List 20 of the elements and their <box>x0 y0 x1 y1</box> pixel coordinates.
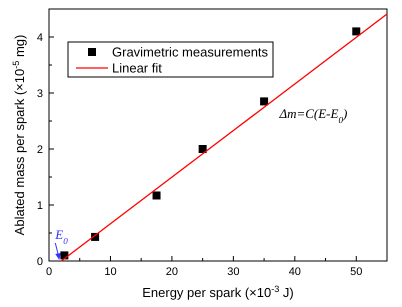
annotation: E$_{0}$ <box>54 227 68 246</box>
legend-label: Linear fit <box>112 60 162 76</box>
point <box>198 145 207 153</box>
x-tick-label: 20 <box>166 266 178 278</box>
y-tick-label: 2 <box>36 144 43 156</box>
x-tick-label: 10 <box>104 266 117 278</box>
x-tick-label: 0 <box>46 266 52 278</box>
y-tick-label: 0 <box>36 256 43 268</box>
y-tick-label: 3 <box>36 88 43 100</box>
x-tick-label: 40 <box>288 266 301 278</box>
point <box>152 191 161 200</box>
x-tick-label: 30 <box>227 266 240 278</box>
x-axis-title: Energy per spark (×10$^{-3}$ J) <box>142 284 294 300</box>
annotation: Δm=C(E-E$_{0}$) <box>278 106 348 126</box>
legend-label: Gravimetric measurements <box>112 44 269 60</box>
y-tick-label: 1 <box>36 200 43 212</box>
point <box>352 27 360 36</box>
y-tick-label: 4 <box>36 32 43 44</box>
x-tick-label: 50 <box>350 266 362 278</box>
point <box>260 97 268 106</box>
